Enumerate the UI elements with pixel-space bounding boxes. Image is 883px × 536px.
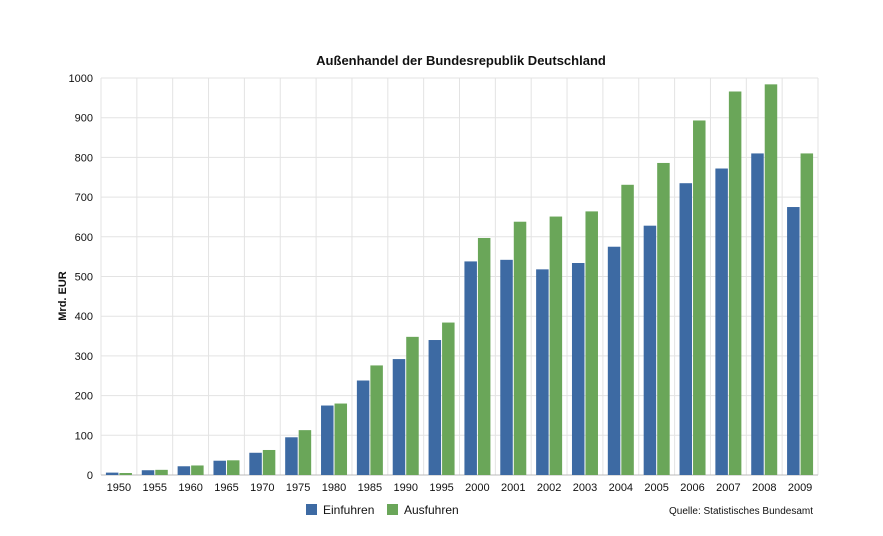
y-tick-label: 0 — [87, 470, 93, 482]
bar-ausfuhren-2002 — [549, 216, 563, 476]
x-tick-label: 1975 — [286, 482, 310, 494]
bar-einfuhren-2002 — [536, 269, 549, 475]
bar-einfuhren-2000 — [464, 261, 477, 475]
bar-ausfuhren-1975 — [298, 430, 312, 475]
x-tick-label: 2003 — [573, 482, 597, 494]
bar-ausfuhren-1970 — [262, 449, 276, 475]
legend-label-einfuhren: Einfuhren — [323, 503, 374, 517]
x-tick-label: 2008 — [752, 482, 776, 494]
bar-einfuhren-2001 — [500, 259, 513, 475]
x-tick-label: 2004 — [609, 482, 633, 494]
x-tick-label: 1990 — [393, 482, 417, 494]
bar-ausfuhren-2003 — [585, 211, 598, 475]
bar-einfuhren-1960 — [177, 466, 191, 475]
bar-ausfuhren-1995 — [442, 322, 455, 475]
bar-ausfuhren-1985 — [370, 365, 383, 475]
bar-einfuhren-1975 — [285, 437, 298, 475]
legend: Einfuhren Ausfuhren — [306, 503, 459, 517]
bar-einfuhren-1950 — [105, 472, 119, 475]
bar-ausfuhren-1965 — [226, 460, 240, 475]
bar-ausfuhren-2007 — [728, 91, 742, 476]
bar-ausfuhren-1990 — [406, 336, 419, 475]
x-tick-label: 2007 — [716, 482, 740, 494]
x-tick-label: 1985 — [358, 482, 382, 494]
bar-ausfuhren-1955 — [155, 469, 168, 475]
y-tick-label: 700 — [75, 192, 93, 204]
y-tick-label: 200 — [75, 391, 93, 403]
x-axis: 1950 1955 1960 1965 1970 1975 1980 1985 1990 1995… — [107, 482, 813, 494]
bar-einfuhren-1990 — [392, 359, 406, 475]
bar-einfuhren-1980 — [321, 405, 334, 475]
grid — [100, 77, 819, 476]
bar-einfuhren-2005 — [643, 225, 657, 475]
x-tick-label: 1950 — [107, 482, 131, 494]
x-tick-label: 1960 — [178, 482, 202, 494]
y-axis: 0 100 200 300 400 500 600 700 800 900 1000 — [69, 73, 93, 482]
bar-einfuhren-1955 — [141, 470, 155, 475]
x-tick-label: 2000 — [465, 482, 489, 494]
bar-einfuhren-2006 — [679, 183, 693, 475]
y-tick-label: 1000 — [69, 73, 93, 85]
legend-swatch-ausfuhren — [387, 504, 398, 515]
x-tick-label: 2002 — [537, 482, 561, 494]
bar-einfuhren-2009 — [787, 207, 800, 475]
y-tick-label: 800 — [75, 152, 93, 164]
bar-ausfuhren-2006 — [693, 120, 706, 475]
y-tick-label: 500 — [75, 272, 93, 284]
x-tick-label: 1965 — [214, 482, 238, 494]
source-note: Quelle: Statistisches Bundesamt — [669, 506, 813, 517]
bar-ausfuhren-2008 — [764, 84, 778, 476]
x-tick-label: 1970 — [250, 482, 274, 494]
y-tick-label: 600 — [75, 232, 93, 244]
x-tick-label: 1955 — [143, 482, 167, 494]
bar-ausfuhren-2005 — [657, 162, 670, 475]
x-tick-label: 1995 — [429, 482, 453, 494]
y-tick-label: 900 — [75, 113, 93, 125]
bars — [105, 84, 814, 476]
x-tick-label: 2001 — [501, 482, 525, 494]
y-tick-label: 100 — [75, 430, 93, 442]
bar-ausfuhren-1950 — [119, 473, 132, 475]
y-tick-label: 400 — [75, 311, 93, 323]
bar-einfuhren-1970 — [249, 452, 262, 475]
y-tick-label: 300 — [75, 351, 93, 363]
legend-swatch-einfuhren — [306, 504, 317, 515]
bar-einfuhren-1965 — [213, 460, 226, 475]
bar-einfuhren-1985 — [356, 380, 370, 475]
bar-einfuhren-2003 — [571, 263, 585, 475]
x-tick-label: 2005 — [644, 482, 668, 494]
bar-ausfuhren-1980 — [334, 403, 348, 475]
bar-ausfuhren-2001 — [513, 221, 527, 475]
x-tick-label: 1980 — [322, 482, 346, 494]
bar-einfuhren-2008 — [751, 153, 764, 475]
x-tick-label: 2009 — [788, 482, 812, 494]
bar-ausfuhren-2000 — [477, 237, 491, 475]
bar-einfuhren-2007 — [715, 168, 728, 476]
legend-label-ausfuhren: Ausfuhren — [404, 503, 459, 517]
bar-einfuhren-1995 — [428, 340, 442, 475]
bar-ausfuhren-2009 — [800, 153, 814, 475]
bar-einfuhren-2004 — [607, 246, 621, 475]
bar-ausfuhren-1960 — [191, 465, 204, 475]
x-tick-label: 2006 — [680, 482, 704, 494]
y-axis-label: Mrd. EUR — [57, 271, 69, 321]
bar-ausfuhren-2004 — [621, 184, 634, 475]
chart-title: Außenhandel der Bundesrepublik Deutschla… — [316, 53, 606, 68]
